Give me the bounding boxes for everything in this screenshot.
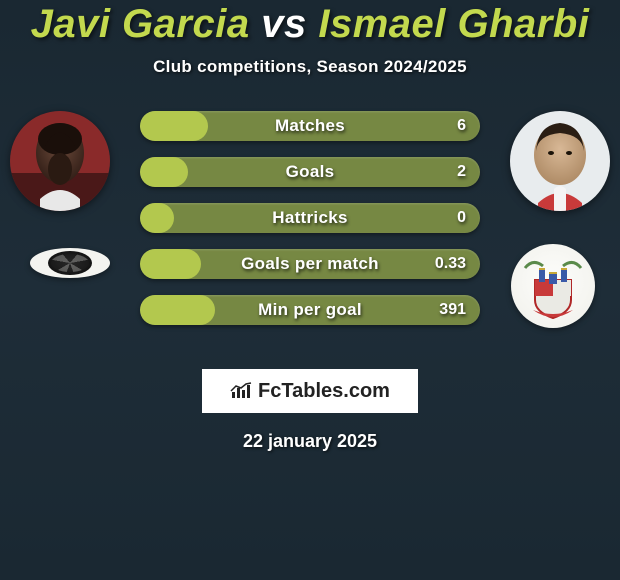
- stat-value: 6: [457, 117, 466, 135]
- stat-bar-fill: [140, 295, 215, 325]
- player-1-avatar: [10, 111, 110, 211]
- snapshot-date: 22 january 2025: [0, 431, 620, 452]
- stat-label: Goals per match: [241, 254, 379, 274]
- stat-value: 0: [457, 209, 466, 227]
- stat-label: Matches: [275, 116, 345, 136]
- vs-separator: vs: [261, 2, 307, 46]
- stat-bar-hattricks: Hattricks 0: [140, 203, 480, 233]
- stat-bar-fill: [140, 111, 208, 141]
- stat-value: 2: [457, 163, 466, 181]
- stat-bar-goals: Goals 2: [140, 157, 480, 187]
- stat-label: Min per goal: [258, 300, 362, 320]
- stat-value: 391: [439, 301, 466, 319]
- stat-bar-min-per-goal: Min per goal 391: [140, 295, 480, 325]
- club-1-crest: [30, 248, 110, 278]
- stat-bars: Matches 6 Goals 2 Hattricks 0 Goals per …: [140, 111, 480, 341]
- season-subtitle: Club competitions, Season 2024/2025: [0, 57, 620, 77]
- player-2-name: Ismael Gharbi: [318, 2, 589, 46]
- brand-text: FcTables.com: [258, 380, 390, 403]
- comparison-title: Javi Garcia vs Ismael Gharbi: [0, 2, 620, 47]
- stat-bar-fill: [140, 157, 188, 187]
- stat-value: 0.33: [435, 255, 466, 273]
- player-2-avatar: [510, 111, 610, 211]
- stat-bar-fill: [140, 249, 201, 279]
- stat-label: Hattricks: [272, 208, 347, 228]
- stat-bar-matches: Matches 6: [140, 111, 480, 141]
- player-1-name: Javi Garcia: [31, 2, 250, 46]
- brand-badge: FcTables.com: [202, 369, 418, 413]
- stat-label: Goals: [286, 162, 335, 182]
- brand-chart-icon: [230, 382, 252, 400]
- stat-bar-fill: [140, 203, 174, 233]
- stat-bar-goals-per-match: Goals per match 0.33: [140, 249, 480, 279]
- club-2-crest: [511, 244, 595, 328]
